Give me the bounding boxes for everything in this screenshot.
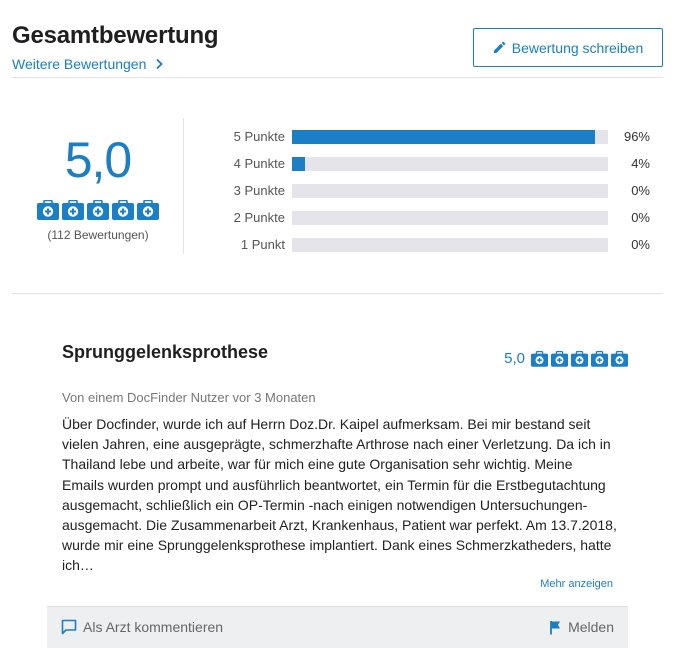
pencil-icon: [493, 41, 505, 54]
distribution-percent: 0%: [631, 237, 650, 252]
medical-bag-icon: [531, 350, 548, 367]
distribution-bar-track: [292, 183, 608, 198]
review-text: Über Docfinder, wurde ich auf Herrn Doz.…: [62, 416, 617, 574]
overall-rating-icons: [12, 200, 184, 220]
medical-bag-icon: [551, 350, 568, 367]
distribution-percent: 96%: [623, 129, 650, 144]
review-card: Sprunggelenksprothese 5,0 Von einem DocF…: [62, 340, 628, 590]
review-count: (112 Bewertungen): [47, 228, 149, 242]
medical-bag-icon: [62, 200, 84, 220]
distribution-percent: 4%: [631, 156, 650, 171]
distribution-row: 3 Punkte 0%: [226, 177, 666, 204]
distribution-label: 3 Punkte: [233, 183, 285, 198]
distribution-row: 1 Punkt 0%: [226, 231, 666, 258]
chevron-right-icon: [156, 58, 164, 70]
medical-bag-icon: [87, 200, 109, 220]
divider: [12, 77, 663, 78]
medical-bag-icon: [37, 200, 59, 220]
overall-score: 5,0: [64, 132, 133, 188]
doctor-comment-button[interactable]: Als Arzt kommentieren: [61, 619, 223, 635]
report-button[interactable]: Melden: [549, 619, 614, 635]
rating-distribution: 5 Punkte 96% 4 Punkte 4% 3 Punkte 0% 2 P…: [226, 123, 666, 258]
page-title: Gesamtbewertung: [12, 22, 219, 49]
distribution-label: 1 Punkt: [240, 237, 285, 252]
distribution-row: 5 Punkte 96%: [226, 123, 666, 150]
medical-bag-icon: [571, 350, 588, 367]
distribution-label: 5 Punkte: [233, 129, 285, 144]
distribution-row: 2 Punkte 0%: [226, 204, 666, 231]
medical-bag-icon: [112, 200, 134, 220]
more-reviews-label: Weitere Bewertungen: [12, 56, 147, 72]
distribution-row: 4 Punkte 4%: [226, 150, 666, 177]
distribution-bar-track: [292, 129, 608, 144]
distribution-bar-fill: [292, 156, 305, 171]
review-meta: Von einem DocFinder Nutzer vor 3 Monaten: [62, 390, 316, 405]
distribution-percent: 0%: [631, 183, 650, 198]
distribution-label: 4 Punkte: [233, 156, 285, 171]
review-actions-bar: Als Arzt kommentieren Melden: [47, 606, 628, 648]
speech-bubble-icon: [61, 619, 77, 635]
distribution-label: 2 Punkte: [233, 210, 285, 225]
more-reviews-link[interactable]: Weitere Bewertungen: [12, 56, 164, 72]
distribution-bar-track: [292, 237, 608, 252]
review-title: Sprunggelenksprothese: [62, 342, 269, 362]
write-review-button[interactable]: Bewertung schreiben: [473, 28, 663, 67]
review-score: 5,0: [504, 350, 525, 367]
flag-icon: [550, 620, 561, 634]
vertical-divider: [183, 118, 184, 254]
report-label: Melden: [568, 619, 614, 635]
distribution-percent: 0%: [631, 210, 650, 225]
medical-bag-icon: [137, 200, 159, 220]
doctor-comment-label: Als Arzt kommentieren: [83, 619, 224, 635]
distribution-bar-fill: [292, 129, 596, 144]
overall-score-block: 5,0 (112 Bewertungen): [12, 118, 184, 254]
divider: [12, 293, 663, 294]
review-rating-icons: [531, 350, 628, 367]
show-more-link[interactable]: Mehr anzeigen: [540, 578, 613, 590]
write-review-label: Bewertung schreiben: [511, 39, 644, 56]
distribution-bar-track: [292, 156, 608, 171]
medical-bag-icon: [591, 350, 608, 367]
distribution-bar-track: [292, 210, 608, 225]
rating-summary: 5,0 (112 Bewertungen) 5 Punkte 96% 4 Pun…: [12, 118, 663, 254]
header: Gesamtbewertung Weitere Bewertungen Bewe…: [12, 22, 663, 78]
medical-bag-icon: [611, 350, 628, 367]
review-rating: 5,0: [504, 350, 628, 367]
